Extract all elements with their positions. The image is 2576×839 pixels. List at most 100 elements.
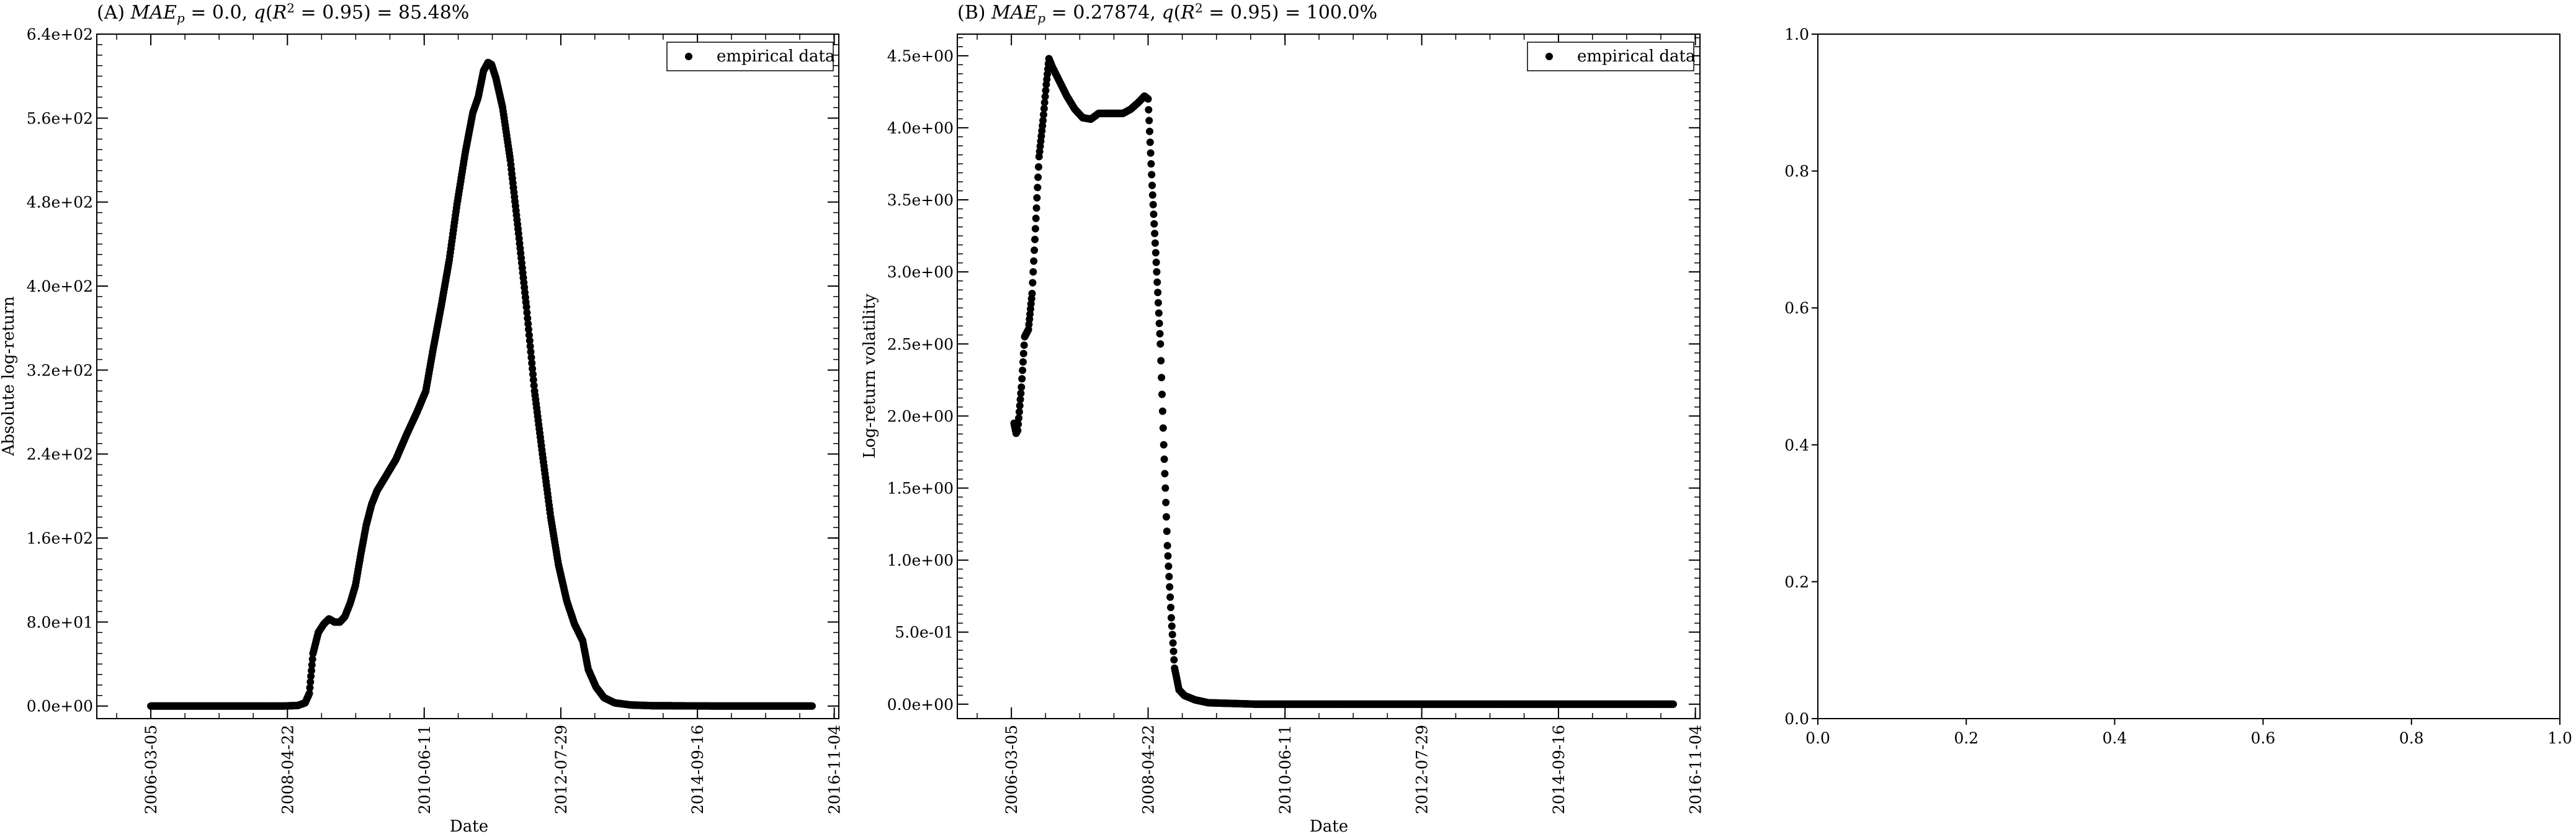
b-y-tick-label: 0.0e+00 [887,696,954,714]
b-data-point [1167,603,1174,611]
a-data-point [527,348,535,356]
b-data-point [1149,200,1157,209]
panel-a-legend-label: empirical data [717,47,834,66]
a-y-tick-label: 3.2e+02 [27,361,93,379]
b-data-point [1146,138,1154,146]
b-x-tick-label: 2006-03-05 [1003,725,1021,814]
b-data-point [1148,191,1156,199]
b-data-point [1147,160,1155,168]
b-y-tick-label: 1.5e+00 [887,479,954,497]
b-data-point [1152,258,1160,266]
b-data-point [1018,375,1026,383]
b-data-point [1148,171,1156,179]
a-data-point [525,331,533,339]
b-data-point [1150,210,1158,218]
b-data-point [1159,424,1167,432]
a-data-point [524,320,532,328]
b-y-tick-label: 2.5e+00 [887,335,954,353]
b-data-point [1031,246,1039,254]
b-x-tick-label: 2016-11-04 [1687,725,1705,814]
b-data-point [1029,279,1037,287]
b-data-point [1162,498,1170,506]
b-data-point [1032,214,1040,222]
b-y-tick-label: 3.5e+00 [887,191,954,209]
b-data-point [1034,173,1042,181]
b-data-point [1040,99,1049,107]
b-data-point [1161,470,1169,478]
a-data-point [530,382,538,390]
b-y-tick-label: 5.0e-01 [895,624,954,642]
b-data-point [1153,268,1161,276]
b-data-point [1015,414,1022,422]
panel-b-legend: empirical data [1527,42,1695,71]
b-data-point [1028,290,1036,297]
panel-b-legend-label: empirical data [1577,47,1695,66]
b-data-point [1153,278,1161,286]
a-x-tick-label: 2008-04-22 [279,725,297,814]
a-data-point [308,661,316,669]
b-data-point [1670,700,1677,708]
b-data-point [1169,647,1178,655]
b-x-tick-label: 2008-04-22 [1140,725,1158,814]
a-data-point [528,359,536,367]
c-x-tick-label: 0.6 [2251,729,2276,747]
b-data-point [1156,330,1164,338]
c-y-tick-label: 0.6 [1784,299,1809,317]
panel-c-y-ticks: 0.0 0.2 0.4 0.6 0.8 1.0 [1784,25,1818,728]
panel-a-legend: empirical data [666,42,834,71]
b-data-point [1032,204,1040,212]
panel-a-y-axis-label: Absolute log-return [0,296,18,456]
c-x-tick-label: 0.8 [2399,729,2424,747]
a-y-tick-label: 0.0e+00 [27,698,93,716]
b-data-point [1146,127,1153,135]
panel-c-axes-frame [1817,34,2560,719]
c-y-tick-label: 0.2 [1784,573,1809,591]
a-x-tick-label: 2010-06-11 [416,725,434,814]
b-data-point [1041,92,1049,101]
b-data-point [1168,622,1176,630]
panel-a-title: (A) MAEp = 0.0, q(R2 = 0.95) = 85.48% [97,1,469,25]
a-data-point [529,365,537,373]
b-data-point [1164,552,1172,560]
b-data-point [1017,383,1026,391]
b-data-point [1151,239,1159,247]
b-data-point [1014,420,1022,428]
b-data-point [1017,389,1025,397]
b-data-point [1155,320,1163,328]
b-data-point [1040,105,1048,112]
b-data-point [1158,390,1166,398]
b-data-point [1020,341,1028,349]
b-data-point [1165,562,1173,570]
b-data-point [1019,366,1027,374]
panel-b-y-axis-label: Log-return volatility [861,294,879,459]
panel-b-axes-frame [957,34,1701,719]
b-data-point [1160,455,1168,463]
a-data-point [525,337,534,344]
b-data-point [1015,408,1023,416]
b-data-point [1148,181,1156,189]
b-data-point [1151,230,1159,238]
a-data-point [526,343,534,350]
b-data-point [1166,593,1174,601]
b-data-point [1147,149,1155,157]
b-data-point [1042,86,1050,94]
b-data-point [1033,194,1041,202]
c-x-tick-label: 0.4 [2103,729,2127,747]
panel-b-x-axis-label: Date [1310,817,1348,836]
b-data-point [1155,309,1163,317]
c-y-tick-label: 0.0 [1784,710,1809,728]
b-data-point [1167,614,1175,622]
a-data-point [305,689,313,698]
panel-c-x-ticks: 0.0 0.2 0.4 0.6 0.8 1.0 [1805,719,2572,747]
panel-b-y-ticks: 0.0e+00 5.0e-01 1.0e+00 1.5e+00 2.0e+00 2.5e+… [887,37,1700,714]
b-data-point [1157,357,1165,365]
a-data-point [527,354,535,361]
b-y-tick-label: 2.0e+00 [887,407,954,425]
a-data-point [524,314,532,322]
a-y-tick-label: 6.4e+02 [27,25,93,43]
b-data-point [1154,289,1162,297]
panel-b: (B) MAEp = 0.27874, q(R2 = 0.95) = 100.0… [861,1,1705,836]
b-y-tick-label: 4.0e+00 [887,119,954,137]
b-y-tick-label: 1.0e+00 [887,552,954,570]
